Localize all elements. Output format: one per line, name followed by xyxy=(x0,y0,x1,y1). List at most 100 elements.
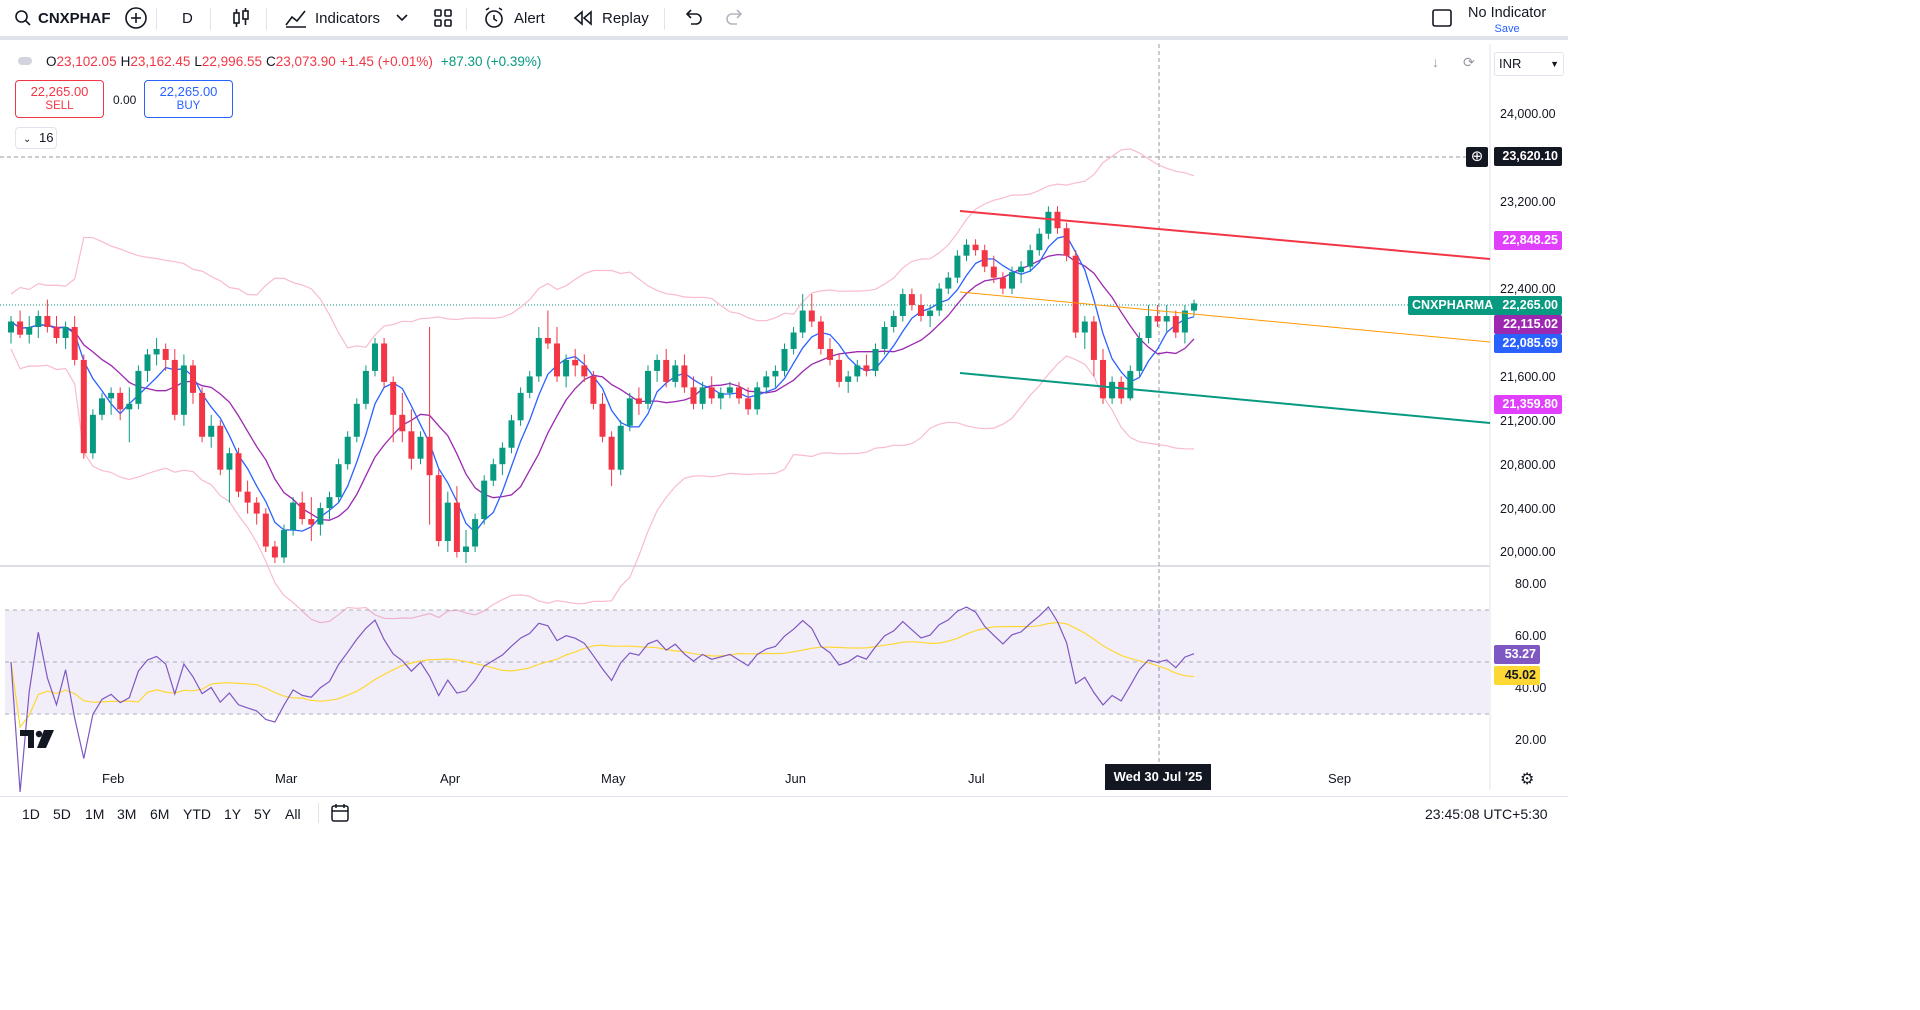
legend-change: +1.45 (+0.01%) xyxy=(339,54,433,69)
resistance-trendline xyxy=(959,210,1491,260)
timeframe-ytd[interactable]: YTD xyxy=(183,806,211,822)
alert-button[interactable]: Alert xyxy=(474,0,553,36)
ma-fast-line xyxy=(10,235,1195,534)
timeframe-6m[interactable]: 6M xyxy=(150,806,170,822)
candle xyxy=(453,486,460,558)
template-name[interactable]: No Indicator Save xyxy=(1468,5,1546,37)
candle xyxy=(672,359,679,388)
candle-body xyxy=(281,530,287,558)
candle-body xyxy=(736,387,742,399)
drawings-toggle[interactable]: ⌄ 16 xyxy=(15,127,57,149)
timeframe-3m[interactable]: 3M xyxy=(117,806,137,822)
undo-button[interactable] xyxy=(674,0,712,36)
candle-body xyxy=(126,403,133,410)
candle-body xyxy=(89,414,96,454)
candle-body xyxy=(990,266,997,278)
add-alert-plus-icon[interactable]: ⊕ xyxy=(1466,147,1488,167)
candle-body xyxy=(44,316,51,328)
currency-select[interactable]: INR ▼ xyxy=(1494,52,1564,76)
candle-body xyxy=(963,244,970,256)
candle-body xyxy=(490,464,497,481)
candle xyxy=(1109,376,1116,404)
alert-label: Alert xyxy=(514,9,545,27)
candle-body xyxy=(1163,316,1170,322)
buy-button[interactable]: 22,265.00 BUY xyxy=(144,80,233,118)
candle xyxy=(1127,365,1134,401)
timeframe-1y[interactable]: 1Y xyxy=(224,806,242,822)
timeframe-5y[interactable]: 5Y xyxy=(254,806,272,822)
legend-dot[interactable] xyxy=(18,57,32,65)
candle xyxy=(963,239,970,262)
replay-button[interactable]: Replay xyxy=(564,0,657,36)
tradingview-logo[interactable] xyxy=(20,730,56,754)
chart-type-button[interactable] xyxy=(222,0,260,36)
candle-body xyxy=(1018,266,1025,273)
candle-body xyxy=(1009,272,1015,289)
time-tick: Feb xyxy=(102,771,125,786)
candle xyxy=(335,458,342,503)
spread-value: 0.00 xyxy=(113,93,137,107)
bollinger-lower xyxy=(10,348,1195,624)
candle xyxy=(1163,305,1170,333)
settings-icon[interactable]: ⚙ xyxy=(1520,771,1535,788)
candle xyxy=(1063,222,1070,262)
candle xyxy=(99,392,105,421)
candle xyxy=(763,370,770,393)
timeframe-all[interactable]: All xyxy=(285,806,301,822)
timeframe-5d[interactable]: 5D xyxy=(53,806,71,822)
candle-body xyxy=(954,255,961,278)
candle xyxy=(26,316,33,344)
candle xyxy=(808,294,815,328)
candle-body xyxy=(244,491,251,503)
square-icon xyxy=(1432,9,1452,27)
time-tick: Jun xyxy=(785,771,806,786)
candle xyxy=(927,305,934,328)
timeframe-1d[interactable]: 1D xyxy=(22,806,40,822)
candle xyxy=(44,299,51,333)
layouts-button[interactable] xyxy=(424,0,462,36)
candle-body xyxy=(1154,316,1161,322)
candle xyxy=(544,310,551,349)
candle-body xyxy=(972,244,979,251)
timeframe-1m[interactable]: 1M xyxy=(85,806,105,822)
indicators-button[interactable]: Indicators xyxy=(276,0,420,36)
candle-body xyxy=(572,359,579,366)
candle xyxy=(390,376,397,443)
candle-body xyxy=(235,453,242,492)
candle xyxy=(89,409,96,459)
chart-area[interactable] xyxy=(0,40,1568,800)
candle-body xyxy=(62,327,69,338)
top-toolbar: CNXPHAF D Indicators Alert Replay No Ind… xyxy=(0,0,1568,40)
symbol-search[interactable]: CNXPHAF xyxy=(6,0,119,36)
interval-button[interactable]: D xyxy=(174,0,201,36)
candle xyxy=(827,337,833,366)
candle-body xyxy=(26,327,33,335)
sell-label: SELL xyxy=(45,100,74,112)
candle xyxy=(1154,305,1161,328)
indicator-template-button[interactable] xyxy=(1422,0,1462,36)
candle-body xyxy=(344,436,351,465)
date-range-button[interactable] xyxy=(330,803,352,828)
ma-slow-label: 22,115.02 xyxy=(1494,315,1562,334)
candle xyxy=(999,272,1006,295)
candle xyxy=(381,337,388,388)
candle-body xyxy=(726,387,733,393)
legend-low: L22,996.55 xyxy=(194,54,262,69)
refresh-icon[interactable]: ⟳ xyxy=(1463,54,1475,70)
candle-body xyxy=(535,337,542,377)
compare-button[interactable] xyxy=(116,0,156,36)
candle xyxy=(845,370,852,393)
candle-body xyxy=(1191,303,1197,311)
candle-body xyxy=(390,381,397,415)
candle xyxy=(117,387,124,421)
redo-button[interactable] xyxy=(716,0,754,36)
sell-button[interactable]: 22,265.00 SELL xyxy=(15,80,104,118)
download-icon[interactable]: ↓ xyxy=(1432,54,1439,70)
indicators-icon xyxy=(285,10,306,28)
candle-body xyxy=(444,502,451,542)
candle xyxy=(281,524,287,563)
time-tick: Jul xyxy=(968,771,985,786)
candle xyxy=(372,337,378,377)
candle-body xyxy=(171,359,178,415)
save-label[interactable]: Save xyxy=(1494,23,1520,35)
